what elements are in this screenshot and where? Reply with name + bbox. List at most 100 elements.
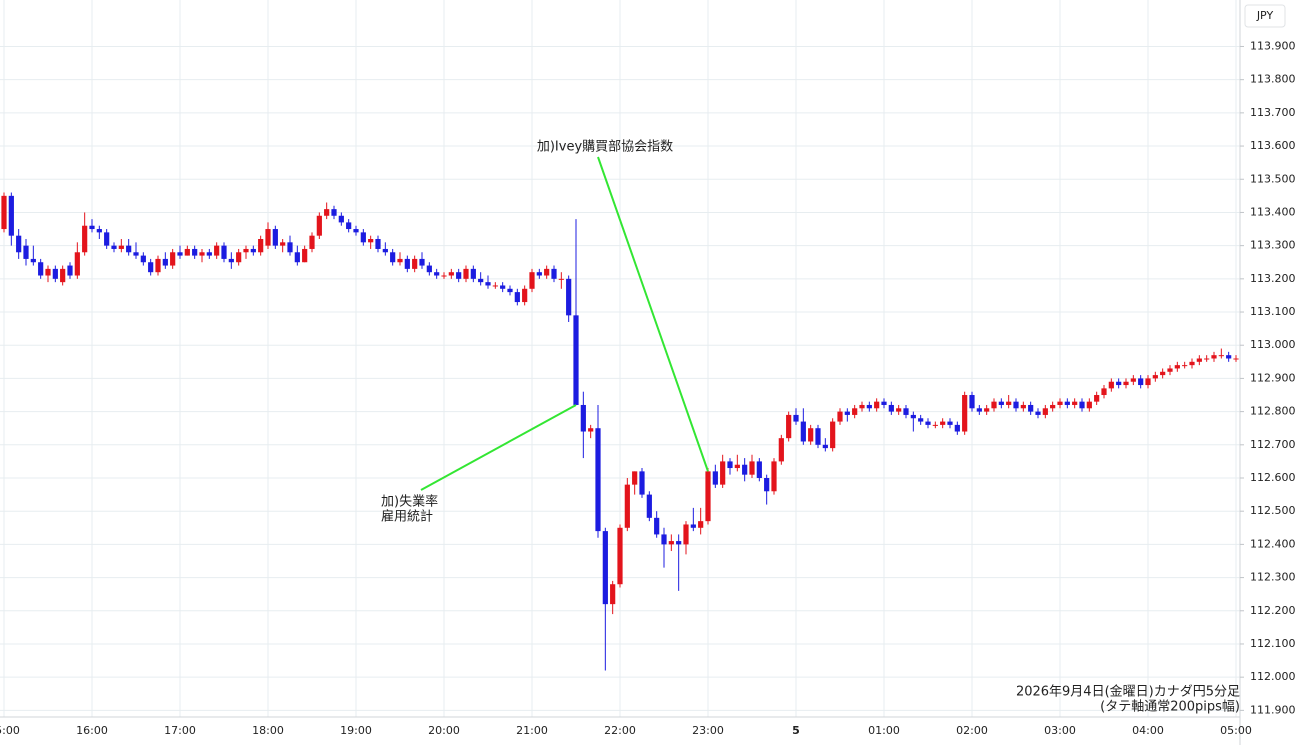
- candle-body: [60, 268, 66, 283]
- candle-body: [258, 239, 264, 253]
- candle-body: [155, 258, 161, 273]
- candle-body: [698, 521, 704, 528]
- x-tick-label: 15:00: [0, 724, 20, 737]
- candle-body: [67, 265, 73, 276]
- candle-body: [441, 275, 447, 277]
- candle-body: [676, 541, 682, 545]
- candle-body: [925, 421, 931, 425]
- candle-body: [412, 258, 418, 269]
- candle-body: [903, 408, 909, 415]
- candle-body: [272, 229, 278, 246]
- caption: (タテ軸通常200pips幅): [1100, 700, 1240, 715]
- candle-body: [38, 262, 44, 276]
- candle-body: [771, 461, 777, 492]
- candle-body: [822, 444, 828, 449]
- candle-body: [536, 272, 542, 276]
- candle-body: [1130, 378, 1136, 382]
- y-tick-label: 112.100: [1250, 637, 1296, 650]
- candle-body: [126, 245, 132, 253]
- y-tick-label: 113.900: [1250, 39, 1296, 52]
- candle-body: [654, 517, 660, 535]
- candle-body: [148, 262, 154, 273]
- candle-body: [705, 471, 711, 522]
- y-tick-label: 112.700: [1250, 438, 1296, 451]
- y-tick-label: 111.900: [1250, 703, 1296, 716]
- y-tick-label: 113.100: [1250, 305, 1296, 318]
- candle-body: [888, 404, 894, 412]
- candle-body: [844, 411, 850, 415]
- annotation-text: 雇用統計: [381, 509, 433, 525]
- candle-body: [984, 408, 990, 412]
- candle-body: [815, 428, 821, 445]
- candle-body: [353, 229, 359, 233]
- candle-body: [456, 272, 462, 279]
- candle-body: [1218, 355, 1224, 357]
- candle-body: [338, 215, 344, 223]
- y-tick-label: 112.000: [1250, 670, 1296, 683]
- candle-body: [778, 438, 784, 462]
- candle-body: [566, 278, 572, 316]
- y-tick-label: 112.400: [1250, 537, 1296, 550]
- candle-body: [448, 272, 454, 276]
- candle-body: [500, 285, 506, 289]
- candle-body: [221, 245, 227, 259]
- candle-body: [1042, 408, 1048, 415]
- candle-body: [82, 225, 88, 253]
- candle-body: [969, 395, 975, 409]
- candle-body: [742, 464, 748, 475]
- candle-body: [522, 288, 528, 303]
- candle-body: [287, 242, 293, 253]
- candle-body: [558, 278, 564, 280]
- candle-body: [639, 471, 645, 495]
- candle-body: [1123, 381, 1129, 386]
- x-tick-label: 5: [792, 724, 800, 737]
- candle-body: [808, 428, 814, 442]
- candle-body: [837, 411, 843, 422]
- candle-body: [910, 414, 916, 419]
- candle-body: [573, 315, 579, 405]
- candle-body: [492, 285, 498, 287]
- x-tick-label: 16:00: [76, 724, 108, 737]
- candle-body: [280, 242, 286, 246]
- candle-body: [250, 248, 256, 253]
- candle-body: [1057, 401, 1063, 405]
- candle-body: [734, 464, 740, 469]
- candle-body: [1108, 381, 1114, 389]
- x-tick-label: 18:00: [252, 724, 284, 737]
- candle-body: [932, 424, 938, 426]
- grid: [0, 0, 1240, 717]
- candle-body: [764, 478, 770, 492]
- candle-body: [23, 245, 29, 259]
- candles: [1, 192, 1239, 671]
- candle-body: [228, 258, 234, 263]
- x-tick-label: 04:00: [1132, 724, 1164, 737]
- candle-body: [507, 288, 513, 293]
- candle-body: [1138, 378, 1144, 386]
- candle-body: [426, 265, 432, 273]
- candle-body: [470, 268, 476, 279]
- candle-body: [756, 461, 762, 478]
- y-tick-label: 113.300: [1250, 239, 1296, 252]
- candle-body: [104, 232, 110, 246]
- y-tick-label: 113.400: [1250, 205, 1296, 218]
- x-tick-label: 21:00: [516, 724, 548, 737]
- candle-body: [998, 401, 1004, 405]
- candle-body: [668, 541, 674, 545]
- candle-body: [368, 239, 374, 243]
- candle-body: [1064, 401, 1070, 405]
- candle-body: [595, 428, 601, 532]
- candle-body: [1152, 375, 1158, 379]
- candle-body: [800, 421, 806, 442]
- y-tick-label: 113.800: [1250, 73, 1296, 86]
- candle-body: [793, 414, 799, 422]
- candle-body: [1226, 355, 1232, 359]
- candle-body: [162, 258, 168, 266]
- candle-body: [1204, 358, 1210, 360]
- candle-body: [1028, 404, 1034, 412]
- candle-body: [588, 428, 594, 432]
- candle-body: [646, 494, 652, 518]
- y-tick-label: 112.900: [1250, 371, 1296, 384]
- candle-body: [954, 424, 960, 432]
- y-tick-label: 112.500: [1250, 504, 1296, 517]
